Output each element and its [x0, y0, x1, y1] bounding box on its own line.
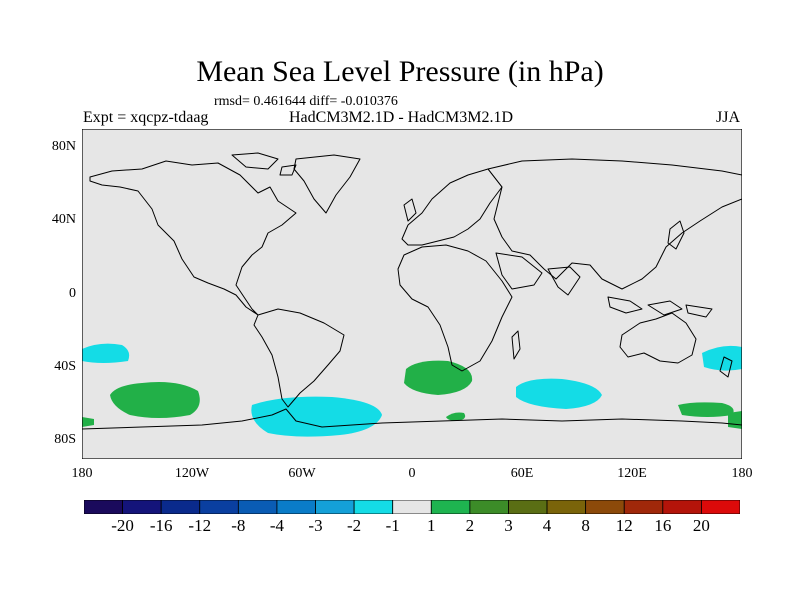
- anomaly-region-positive: [110, 382, 200, 418]
- anomaly-region-negative: [516, 378, 602, 409]
- colorbar-label: -1: [385, 516, 400, 535]
- x-axis-label: 0: [408, 466, 416, 481]
- colorbar-swatch: [315, 500, 355, 514]
- y-axis-label: 80N: [51, 139, 76, 154]
- colorbar-swatch: [160, 500, 201, 514]
- anomaly-region-negative: [82, 343, 130, 363]
- colorbar-swatch: [546, 500, 587, 514]
- x-axis-label: 120W: [174, 466, 210, 481]
- chart-title: Mean Sea Level Pressure (in hPa): [196, 55, 604, 88]
- coastline-madagascar: [511, 330, 521, 360]
- y-axis-label: 80S: [54, 432, 76, 447]
- colorbar-swatch: [662, 500, 702, 514]
- coastline-india: [547, 266, 581, 296]
- colorbar-label: 4: [542, 516, 552, 535]
- anomaly-region-positive: [446, 412, 466, 421]
- colorbar-label: 2: [465, 516, 475, 535]
- anomaly-region-negative: [251, 396, 382, 437]
- model-comparison-label: HadCM3M2.1D - HadCM3M2.1D: [289, 109, 513, 126]
- colorbar-swatch: [392, 500, 432, 514]
- colorbar-swatch: [623, 500, 664, 514]
- season-label: JJA: [716, 109, 741, 126]
- colorbar-label: 12: [615, 516, 633, 535]
- coastline-europe: [401, 168, 503, 246]
- colorbar-label: 8: [581, 516, 590, 535]
- x-axis-label: 120E: [617, 466, 647, 481]
- colorbar-swatch: [469, 500, 509, 514]
- y-axis-label: 0: [69, 286, 76, 301]
- world-map: [82, 129, 742, 459]
- coastline-greenland: [293, 154, 361, 214]
- colorbar-swatch: [701, 500, 740, 514]
- anomaly-region-positive: [728, 411, 742, 429]
- colorbar-label: -16: [149, 516, 173, 535]
- x-axis-label: 180: [71, 466, 93, 481]
- experiment-label: Expt = xqcpz-tdaag: [83, 109, 209, 126]
- x-axis-label: 60W: [288, 466, 316, 481]
- coastline-africa: [397, 244, 513, 372]
- colorbar-swatch: [353, 500, 394, 514]
- stats-label: rmsd= 0.461644 diff= -0.010376: [214, 94, 398, 109]
- coastline-indonesia: [607, 296, 643, 314]
- coastline-british-isles: [403, 198, 417, 222]
- coastline-antarctica: [82, 408, 742, 430]
- colorbar-swatch: [276, 500, 316, 514]
- colorbar-label: -3: [308, 516, 323, 535]
- y-axis-label: 40N: [51, 212, 76, 227]
- colorbar-label: -12: [188, 516, 212, 535]
- anomaly-region-positive: [678, 402, 734, 417]
- coastline-new-zealand: [719, 356, 733, 378]
- colorbar-swatch: [122, 500, 162, 514]
- x-axis-label: 60E: [510, 466, 534, 481]
- colorbar-label: 3: [504, 516, 513, 535]
- colorbar-swatch: [84, 500, 123, 514]
- coastline-north-america: [89, 160, 297, 316]
- y-axis-label: 40S: [54, 359, 76, 374]
- colorbar-label: 16: [654, 516, 672, 535]
- colorbar-label: 1: [427, 516, 436, 535]
- anomaly-region-negative: [702, 345, 742, 371]
- colorbar-swatch: [199, 500, 239, 514]
- colorbar-label: -4: [269, 516, 285, 535]
- colorbar: [84, 500, 740, 514]
- colorbar-swatch: [585, 500, 625, 514]
- colorbar-label: -20: [111, 516, 134, 535]
- colorbar-label: -2: [347, 516, 362, 535]
- colorbar-swatch: [237, 500, 278, 514]
- coastline-arctic-islands: [231, 152, 279, 170]
- colorbar-label: 20: [692, 516, 710, 535]
- colorbar-swatch: [508, 500, 548, 514]
- colorbar-label: -8: [231, 516, 246, 535]
- coastline-japan: [667, 220, 685, 250]
- colorbar-swatch: [430, 500, 471, 514]
- coastline-south-america: [253, 308, 345, 408]
- anomaly-region-positive: [82, 417, 94, 427]
- coastline-australia: [619, 312, 697, 364]
- anomaly-region-positive: [404, 360, 473, 395]
- coastline-arabia: [495, 252, 543, 290]
- x-axis-label: 180: [731, 466, 753, 481]
- coastline-asia: [487, 158, 742, 290]
